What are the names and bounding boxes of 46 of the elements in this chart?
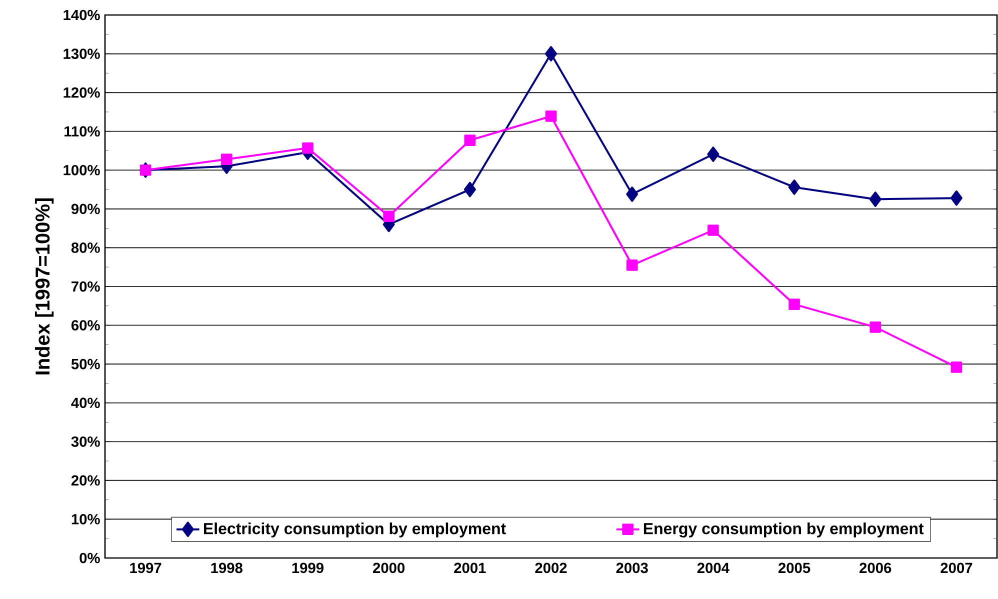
point (788, 298, 800, 310)
x-tick-label: 2005 (778, 562, 810, 574)
point (788, 180, 800, 195)
point (870, 322, 882, 333)
y-tick-label: 110% (64, 126, 100, 137)
point (464, 134, 476, 146)
y-tick-label: 50% (71, 358, 100, 370)
y-tick-label: 20% (71, 475, 100, 486)
point (545, 46, 558, 62)
legend-label: Energy consumption by employment (644, 522, 924, 538)
y-tick-label: 30% (71, 436, 100, 447)
y-tick-label: 90% (71, 204, 100, 214)
x-tick-label: 2006 (860, 562, 892, 574)
y-tick-label: 80% (71, 242, 100, 253)
x-tick-label: 2001 (454, 562, 486, 574)
x-tick-label: 2007 (940, 562, 972, 574)
y-tick-label: 60% (71, 320, 100, 330)
y-tick-label: 100% (64, 164, 100, 176)
y-tick-label: 10% (72, 514, 100, 524)
y-tick-label: 130% (64, 48, 100, 59)
x-tick-label: 2002 (535, 562, 567, 574)
point (545, 110, 557, 122)
legend-label: Electricity consumption by employment (204, 522, 506, 538)
y-axis-title: Index [1997=100%] (34, 198, 54, 374)
x-tick-label: 1999 (292, 562, 324, 574)
point (626, 186, 638, 202)
point (220, 154, 232, 165)
y-tick-label: 140% (64, 10, 100, 20)
point (950, 362, 962, 373)
point (707, 146, 720, 162)
x-tick-label: 1998 (211, 562, 242, 574)
y-tick-label: 40% (71, 398, 100, 408)
y-tick-label: 0% (80, 552, 100, 564)
point (464, 182, 476, 198)
y-tick-label: 120% (64, 87, 100, 98)
point (950, 190, 962, 206)
x-tick-label: 2004 (697, 562, 730, 574)
point (626, 259, 638, 271)
y-tick-label: 70% (72, 281, 100, 292)
point (383, 210, 394, 222)
x-tick-label: 1997 (130, 562, 162, 574)
x-tick-label: 2003 (616, 562, 648, 574)
x-tick-label: 2000 (373, 562, 405, 574)
point (302, 142, 314, 154)
point (869, 192, 882, 207)
point (708, 224, 719, 236)
